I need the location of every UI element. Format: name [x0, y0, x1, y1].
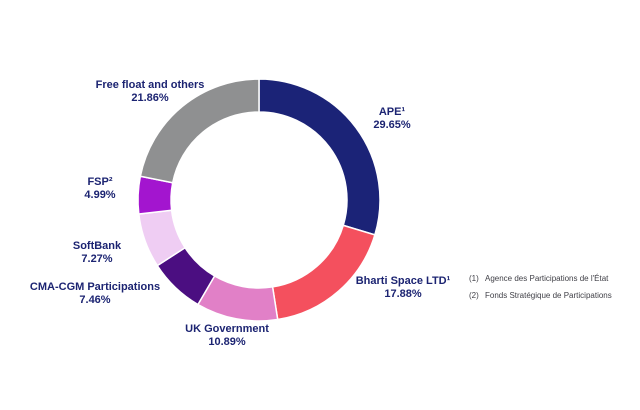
donut-segment-6 — [139, 78, 260, 184]
segment-label-bharti-space: Bharti Space LTD¹ 17.88% — [356, 275, 451, 301]
segment-pct: 10.89% — [208, 336, 246, 348]
segment-label-free-float: Free float and others 21.86% — [96, 79, 205, 105]
segment-name: CMA-CGM Participations — [29, 281, 161, 293]
segment-pct: 21.86% — [131, 92, 169, 104]
donut-segment-1 — [271, 224, 376, 321]
segment-pct: 4.99% — [84, 189, 116, 201]
footnote-1: (1) Agence des Participations de l'État — [469, 270, 612, 287]
footnote-2: (2) Fonds Stratégique de Participations — [469, 287, 612, 304]
segment-pct: 29.65% — [373, 119, 411, 131]
donut-segment-0 — [258, 78, 381, 236]
segment-name: APE¹ — [378, 106, 406, 118]
segment-name: UK Government — [185, 323, 269, 335]
footnote-marker: (2) — [469, 291, 479, 300]
segment-pct: 7.46% — [79, 294, 111, 306]
segment-name: Free float and others — [95, 79, 205, 91]
segment-name: SoftBank — [72, 240, 122, 252]
segment-pct: 7.27% — [81, 253, 113, 265]
segment-label-cma-cgm: CMA-CGM Participations 7.46% — [30, 281, 160, 307]
segment-name: Bharti Space LTD¹ — [355, 275, 451, 287]
segment-name: FSP² — [87, 176, 113, 188]
footnote-marker: (1) — [469, 274, 479, 283]
segment-label-uk-government: UK Government 10.89% — [185, 323, 269, 349]
footnote-text: Fonds Stratégique de Participations — [485, 291, 612, 300]
footnote-text: Agence des Participations de l'État — [485, 274, 609, 283]
footnotes: (1) Agence des Participations de l'État … — [469, 270, 612, 304]
segment-pct: 17.88% — [384, 288, 422, 300]
segment-label-softbank: SoftBank 7.27% — [73, 240, 121, 266]
segment-label-fsp: FSP² 4.99% — [84, 176, 115, 202]
segment-label-ape: APE¹ 29.65% — [373, 106, 410, 132]
